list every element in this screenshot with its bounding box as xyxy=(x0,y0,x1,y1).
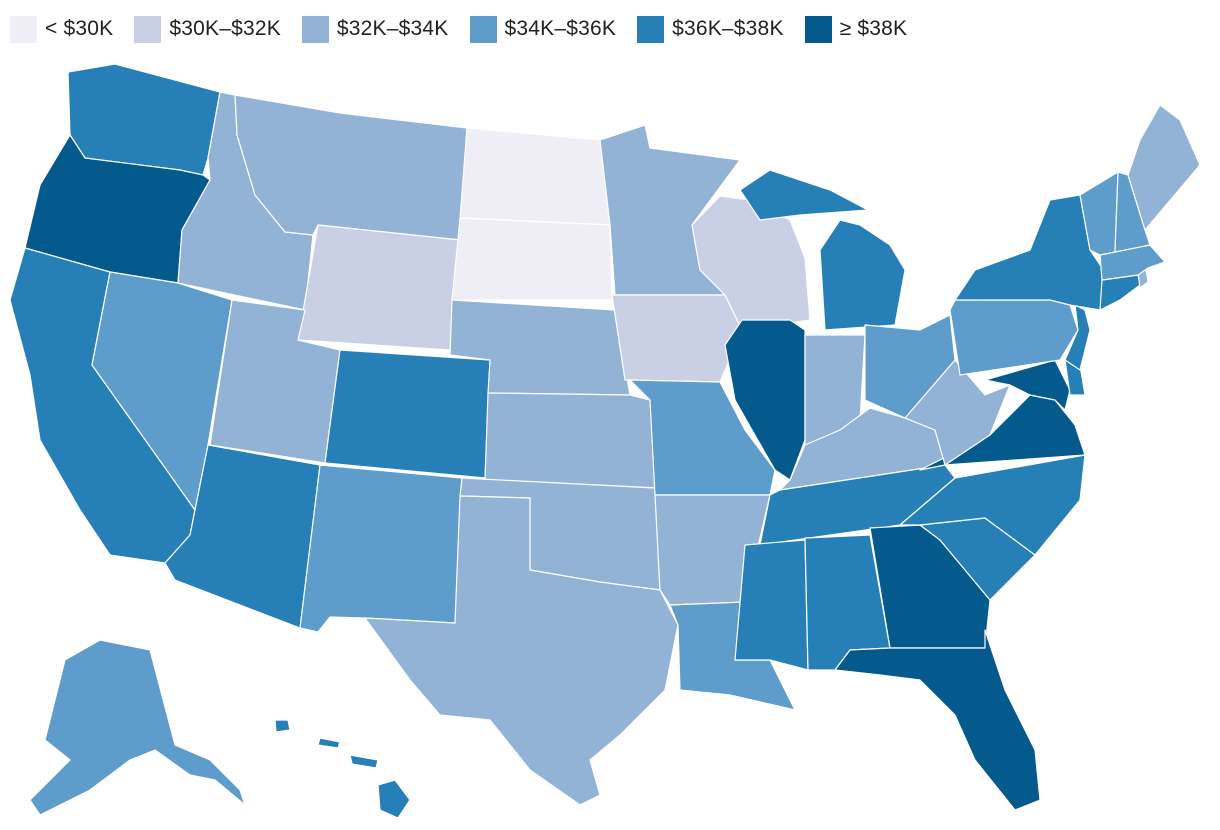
state-mo[interactable] xyxy=(629,379,776,496)
legend-item-30k-32k: $30K–$32K xyxy=(134,15,281,43)
state-hi[interactable] xyxy=(274,719,411,819)
state-mt[interactable] xyxy=(234,94,468,241)
legend-item-lt-30k: < $30K xyxy=(10,15,114,43)
state-ks[interactable] xyxy=(484,392,661,489)
state-vt[interactable] xyxy=(1079,171,1119,256)
state-co[interactable] xyxy=(324,349,491,479)
legend-label: $36K–$38K xyxy=(672,17,784,40)
state-ms[interactable] xyxy=(734,539,809,671)
legend-item-32k-34k: $32K–$34K xyxy=(301,15,449,43)
state-nc[interactable] xyxy=(899,454,1086,556)
state-md[interactable] xyxy=(984,359,1071,411)
legend-swatch xyxy=(134,15,162,43)
legend-label: $30K–$32K xyxy=(169,17,281,40)
map-legend: < $30K $30K–$32K $32K–$34K $34K–$36K $36… xyxy=(10,12,928,46)
state-nm[interactable] xyxy=(299,464,463,633)
state-nh[interactable] xyxy=(1114,171,1151,253)
legend-label: $34K–$36K xyxy=(504,17,617,40)
legend-swatch xyxy=(804,15,832,43)
state-me[interactable] xyxy=(1127,104,1201,231)
legend-label: < $30K xyxy=(45,17,114,40)
state-ny[interactable] xyxy=(954,194,1106,311)
state-tx[interactable] xyxy=(364,495,679,806)
legend-label: ≥ $38K xyxy=(839,17,908,40)
legend-swatch xyxy=(637,15,665,43)
state-il[interactable] xyxy=(724,319,806,481)
state-ak[interactable] xyxy=(29,639,246,816)
state-sd[interactable] xyxy=(451,217,613,301)
legend-item-gte-38k: ≥ $38K xyxy=(804,15,908,43)
legend-label: $32K–$34K xyxy=(336,17,449,40)
state-wi[interactable] xyxy=(691,195,811,331)
state-wy[interactable] xyxy=(297,224,461,351)
legend-swatch xyxy=(469,15,497,43)
state-nd[interactable] xyxy=(459,127,611,226)
state-ia[interactable] xyxy=(611,294,743,383)
state-mi[interactable] xyxy=(739,169,906,331)
legend-swatch xyxy=(301,15,329,43)
legend-item-36k-38k: $36K–$38K xyxy=(637,15,784,43)
state-nj[interactable] xyxy=(1064,304,1091,371)
legend-swatch xyxy=(10,15,37,43)
state-pa[interactable] xyxy=(949,299,1079,376)
state-fl[interactable] xyxy=(834,629,1041,811)
legend-item-34k-36k: $34K–$36K xyxy=(469,15,617,43)
state-ct[interactable] xyxy=(1099,274,1141,311)
